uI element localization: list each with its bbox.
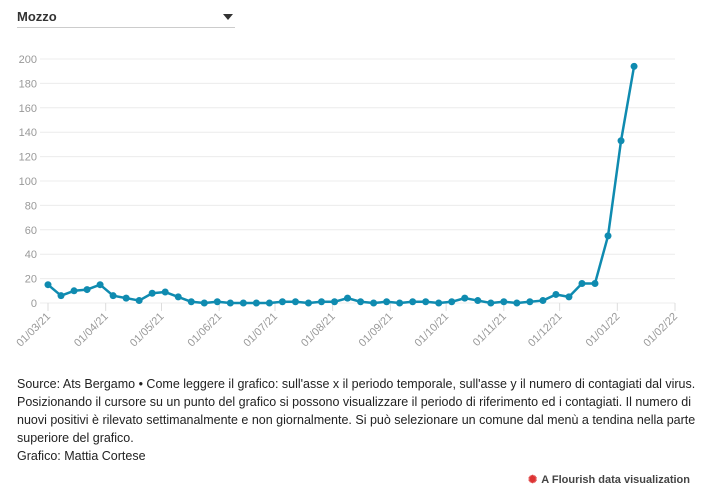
data-point [565, 293, 573, 301]
x-tick-label: 01/03/21 [14, 311, 53, 350]
y-tick-label: 60 [25, 225, 37, 237]
data-point [187, 298, 195, 306]
y-tick-label: 80 [25, 200, 37, 212]
flourish-credit[interactable]: ✺ A Flourish data visualization [528, 474, 690, 486]
data-point [161, 288, 169, 296]
data-point [396, 299, 404, 307]
data-point [487, 299, 495, 307]
data-point [513, 299, 521, 307]
x-tick-label: 01/09/21 [357, 311, 396, 350]
data-point [331, 298, 339, 306]
data-point [239, 299, 247, 307]
x-tick-label: 01/04/21 [72, 311, 111, 350]
y-tick-label: 20 [25, 274, 37, 286]
data-point [148, 289, 156, 297]
data-point [344, 294, 352, 302]
data-point [448, 298, 456, 306]
y-tick-label: 100 [19, 176, 37, 188]
data-point [174, 293, 182, 301]
data-point [304, 299, 312, 307]
flourish-logo-icon: ✺ [528, 474, 538, 486]
data-point [200, 299, 208, 307]
data-point [265, 299, 273, 307]
data-point [578, 279, 586, 287]
data-point [213, 298, 221, 306]
data-point [278, 298, 286, 306]
x-tick-label: 01/01/22 [584, 311, 623, 350]
y-tick-label: 120 [19, 152, 37, 164]
x-tick-label: 01/05/21 [128, 311, 167, 350]
line-chart: 0 20 40 60 80 100 120 140 160 180 200 01/03/21 01/04… [14, 54, 680, 350]
data-point [109, 292, 117, 300]
data-point [630, 62, 638, 70]
series-line [47, 66, 636, 305]
data-point [422, 298, 430, 306]
data-point [252, 299, 260, 307]
data-point [591, 279, 599, 287]
x-tick-label: 01/10/21 [413, 311, 452, 350]
data-point [83, 286, 91, 294]
x-tick-label: 01/06/21 [186, 311, 225, 350]
data-point [383, 298, 391, 306]
data-point [461, 294, 469, 302]
x-tick-label: 01/11/21 [471, 311, 509, 349]
data-point [539, 297, 547, 305]
y-tick-label: 180 [19, 78, 37, 90]
y-tick-label: 40 [25, 249, 37, 261]
data-point [357, 298, 365, 306]
dropdown-selected: Mozzo [17, 9, 57, 24]
y-tick-label: 200 [19, 54, 37, 66]
x-tick-label: 01/08/21 [299, 311, 338, 350]
data-point [317, 298, 325, 306]
x-tick-label: 01/07/21 [241, 311, 280, 350]
data-point [370, 299, 378, 307]
y-tick-label: 160 [19, 103, 37, 115]
data-point [526, 298, 534, 306]
municipality-dropdown[interactable]: Mozzo [17, 5, 235, 28]
data-point [226, 299, 234, 307]
data-point [474, 297, 482, 305]
author-text: Grafico: Mattia Cortese [17, 449, 146, 463]
x-tick-label: 01/12/21 [526, 311, 565, 350]
data-point [96, 281, 104, 289]
data-point [291, 298, 299, 306]
x-tick-label: 01/02/22 [641, 311, 680, 350]
data-point [44, 281, 52, 289]
y-tick-label: 140 [19, 127, 37, 139]
data-point [70, 287, 78, 295]
data-point [122, 294, 130, 302]
y-tick-label: 0 [31, 298, 37, 310]
data-point [617, 137, 625, 145]
chevron-down-icon [223, 14, 233, 20]
chart-footer: Source: Ats Bergamo • Come leggere il gr… [17, 375, 697, 465]
data-point [57, 292, 65, 300]
data-point [552, 290, 560, 298]
source-text: Source: Ats Bergamo • Come leggere il gr… [17, 377, 696, 445]
data-point [604, 232, 612, 240]
data-point [435, 299, 443, 307]
data-point [500, 298, 508, 306]
data-point [135, 297, 143, 305]
data-point [409, 298, 417, 306]
